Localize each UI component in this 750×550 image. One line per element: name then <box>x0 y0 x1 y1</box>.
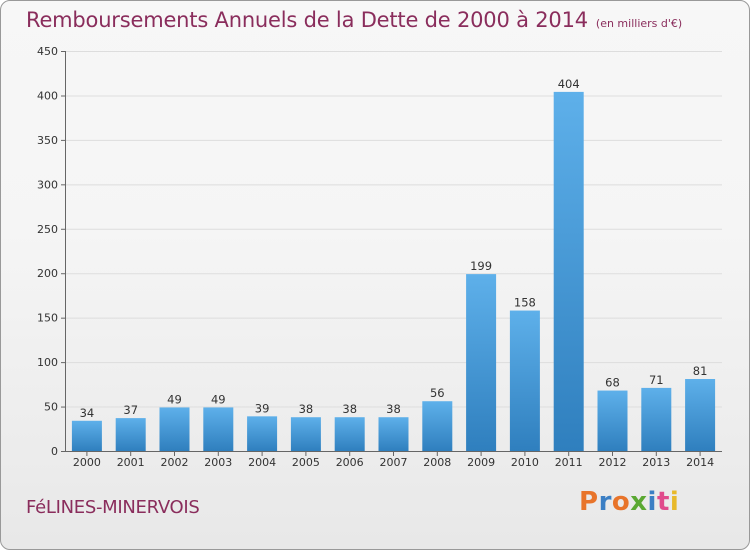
bar-2003 <box>203 407 234 451</box>
y-tick-label: 0 <box>51 445 58 458</box>
data-label-2010: 158 <box>514 296 536 310</box>
y-tick-label: 50 <box>44 401 58 414</box>
data-label-2004: 39 <box>255 401 270 415</box>
bar-2009 <box>466 274 497 451</box>
bar-2013 <box>641 387 672 451</box>
bar-2012 <box>597 390 628 451</box>
logo-letter: o <box>611 487 631 517</box>
data-label-2007: 38 <box>386 402 401 416</box>
x-tick-label-2012: 2012 <box>599 456 627 469</box>
bar-2007 <box>378 417 409 451</box>
x-tick-label-2010: 2010 <box>511 456 539 469</box>
x-tick-label-2006: 2006 <box>336 456 364 469</box>
x-tick-label-2001: 2001 <box>117 456 145 469</box>
data-label-2005: 38 <box>299 402 314 416</box>
y-tick-label: 300 <box>37 178 58 191</box>
y-tick-label: 250 <box>37 223 58 236</box>
data-label-2001: 37 <box>123 403 138 417</box>
bar-2011 <box>553 91 584 451</box>
bar-2006 <box>334 417 365 451</box>
data-label-2006: 38 <box>342 402 357 416</box>
logo-letter: t <box>656 487 670 517</box>
x-tick-label-2011: 2011 <box>555 456 583 469</box>
x-tick-label-2013: 2013 <box>642 456 670 469</box>
data-label-2000: 34 <box>80 406 95 420</box>
data-label-2013: 71 <box>649 373 664 387</box>
axes <box>61 51 722 456</box>
logo-letter: r <box>598 487 612 517</box>
chart-title: Remboursements Annuels de la Dette de 20… <box>26 8 588 32</box>
bar-2008 <box>422 401 453 451</box>
y-tick-label: 450 <box>37 45 58 58</box>
data-label-2012: 68 <box>605 376 620 390</box>
bar-2010 <box>509 310 540 451</box>
y-tick-label: 100 <box>37 356 58 369</box>
x-tick-label-2008: 2008 <box>423 456 451 469</box>
logo-letter: i <box>669 487 680 517</box>
x-tick-label-2004: 2004 <box>248 456 276 469</box>
y-tick-label: 400 <box>37 89 58 102</box>
data-label-2008: 56 <box>430 386 445 400</box>
y-tick-label: 200 <box>37 267 58 280</box>
y-tick-label: 150 <box>37 312 58 325</box>
logo-letter: i <box>647 487 657 517</box>
bar-2005 <box>290 417 321 451</box>
x-tick-label-2002: 2002 <box>161 456 189 469</box>
data-label-2003: 49 <box>211 392 226 406</box>
data-label-2014: 81 <box>693 364 708 378</box>
x-tick-label-2009: 2009 <box>467 456 495 469</box>
x-tick-label-2000: 2000 <box>73 456 101 469</box>
x-tick-label-2014: 2014 <box>686 456 714 469</box>
grid-lines <box>65 51 722 408</box>
proxiti-logo[interactable]: Proxiti <box>579 487 679 517</box>
bar-2014 <box>685 379 716 451</box>
title-row: Remboursements Annuels de la Dette de 20… <box>26 8 682 32</box>
x-tick-label-2003: 2003 <box>204 456 232 469</box>
bar-2000 <box>71 420 102 451</box>
data-label-2002: 49 <box>167 392 182 406</box>
bar-2002 <box>159 407 190 451</box>
data-label-2011: 404 <box>558 77 580 91</box>
x-tick-label-2005: 2005 <box>292 456 320 469</box>
logo-letter: x <box>630 487 648 517</box>
bar-2004 <box>247 416 278 451</box>
city-name: FéLINES-MINERVOIS <box>26 497 200 518</box>
chart-subtitle: (en milliers d'€) <box>595 17 683 30</box>
bar-2001 <box>115 418 146 451</box>
y-tick-label: 350 <box>37 134 58 147</box>
bars <box>71 91 716 451</box>
labels: 0 50 100 150 200 250 300 350 400 450 34 2000 37 2001 4… <box>37 45 714 469</box>
logo-letter: P <box>579 487 599 517</box>
data-label-2009: 199 <box>470 259 492 273</box>
x-tick-label-2007: 2007 <box>380 456 408 469</box>
